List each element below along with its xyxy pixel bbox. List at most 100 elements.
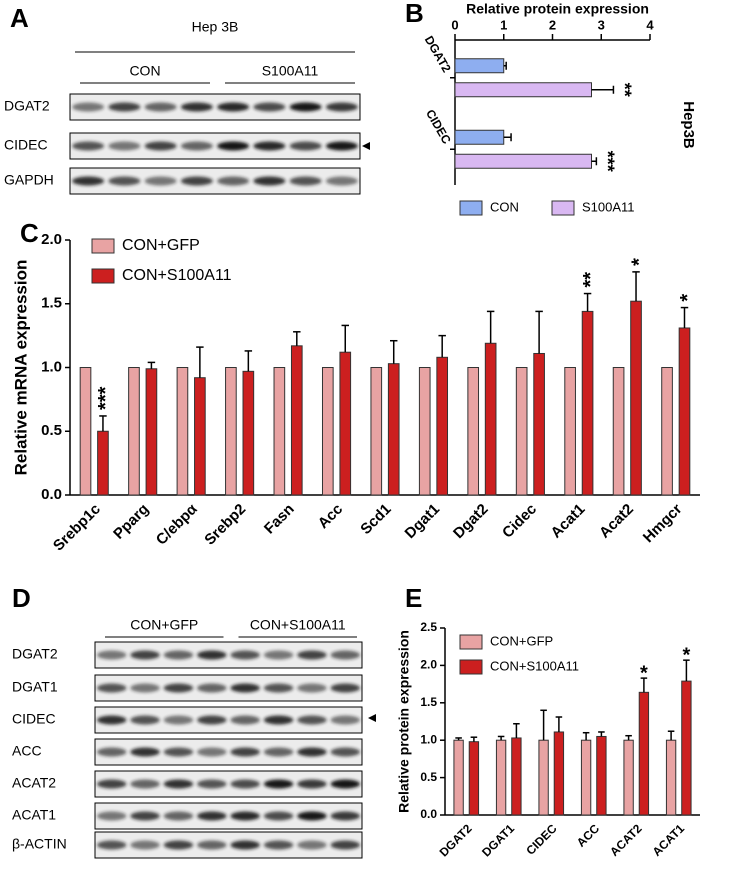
legend-label: CON+GFP (490, 633, 553, 648)
row-label: DGAT1 (12, 679, 58, 695)
blot-band (72, 176, 105, 186)
y-tick-label: 0.0 (420, 807, 437, 821)
blot-band (130, 840, 160, 850)
blot-band (72, 141, 105, 151)
bar (665, 739, 677, 816)
legend-swatch (91, 238, 115, 254)
bar (454, 58, 505, 74)
legend-label: CON (490, 199, 519, 214)
blot-band (325, 102, 358, 112)
blot-band (330, 779, 360, 789)
category-label: CIDEC (523, 821, 560, 858)
bar (681, 680, 692, 816)
chart-title: Relative protein expression (466, 1, 649, 17)
blot-band (197, 683, 227, 693)
blot-band (263, 747, 294, 757)
bar (145, 368, 158, 496)
legend-swatch (459, 659, 483, 675)
blot-band (130, 747, 160, 757)
bar (661, 367, 673, 496)
blot-band (263, 650, 294, 660)
panel-letter: B (405, 0, 424, 28)
category-label: Dgat2 (450, 501, 491, 542)
bar (79, 367, 92, 496)
y-axis-label: Relative protein expression (396, 630, 412, 813)
bar (242, 370, 255, 496)
y-axis-label: Relative mRNA expression (11, 260, 30, 476)
bar (495, 739, 507, 816)
significance: ** (580, 272, 602, 288)
category-label: ACAT1 (650, 821, 688, 859)
blot-band (130, 811, 160, 821)
blot-band (197, 811, 227, 821)
bar (321, 367, 334, 496)
bar (678, 327, 691, 496)
blot-band (263, 840, 294, 850)
blot-band (180, 141, 213, 151)
blot-band (263, 779, 294, 789)
significance: * (683, 644, 691, 666)
blot-band (217, 102, 250, 112)
x-tick-label: 2 (549, 17, 556, 32)
bar (454, 153, 592, 169)
y-tick-label: 0.0 (41, 486, 62, 503)
row-label: ACC (12, 743, 42, 759)
legend-label: CON+S100A11 (122, 267, 232, 284)
y-tick-label: 2.0 (41, 231, 62, 248)
group-label: CON (129, 63, 160, 79)
panel-letter: D (12, 583, 31, 613)
bar (580, 739, 592, 816)
row-label: β-ACTIN (12, 836, 67, 852)
row-label: GAPDH (4, 172, 54, 188)
blot-band (72, 102, 105, 112)
bar (290, 345, 303, 496)
group-label: CON+S100A11 (250, 617, 346, 633)
panel-letter: C (20, 218, 39, 248)
y-tick-label: 2.5 (420, 620, 437, 634)
bar (596, 735, 607, 816)
blot-band (253, 141, 286, 151)
x-tick-label: 0 (451, 17, 458, 32)
bar (97, 430, 109, 496)
legend-label: CON+GFP (122, 237, 200, 254)
blot-band (197, 747, 227, 757)
legend-label: CON+S100A11 (490, 658, 579, 673)
blot-band (297, 747, 327, 757)
x-tick-label: 3 (598, 17, 605, 32)
blot-band (97, 650, 127, 660)
significance: *** (95, 386, 117, 410)
blot-band (144, 102, 177, 112)
row-label: ACAT2 (12, 775, 56, 791)
band-arrow (362, 142, 370, 150)
bar (623, 739, 634, 816)
category-label: C/ebpα (153, 500, 202, 549)
y-tick-label: 1.0 (420, 732, 437, 746)
significance: * (640, 662, 648, 684)
bar (467, 367, 480, 496)
blot-band (108, 141, 141, 151)
bar (638, 691, 650, 816)
bar (436, 356, 449, 496)
y-tick-label: 2.0 (420, 658, 437, 672)
blot-band (330, 650, 360, 660)
blot-band (263, 683, 294, 693)
bar (454, 129, 505, 145)
row-label: ACAT1 (12, 807, 56, 823)
significance: * (628, 258, 650, 266)
blot-band (230, 715, 260, 725)
bar (553, 731, 565, 816)
bar (225, 367, 237, 496)
bar (533, 352, 545, 496)
blot-band (330, 811, 360, 821)
category-label: Acat2 (596, 501, 637, 542)
blot-band (97, 811, 127, 821)
blot-band (180, 102, 213, 112)
category-label: DGAT2 (422, 33, 454, 75)
blot-band (197, 840, 227, 850)
bar (468, 741, 480, 816)
blot-band (330, 747, 360, 757)
blot-band (263, 811, 294, 821)
row-label: DGAT2 (12, 646, 58, 662)
significance: * (677, 294, 699, 302)
